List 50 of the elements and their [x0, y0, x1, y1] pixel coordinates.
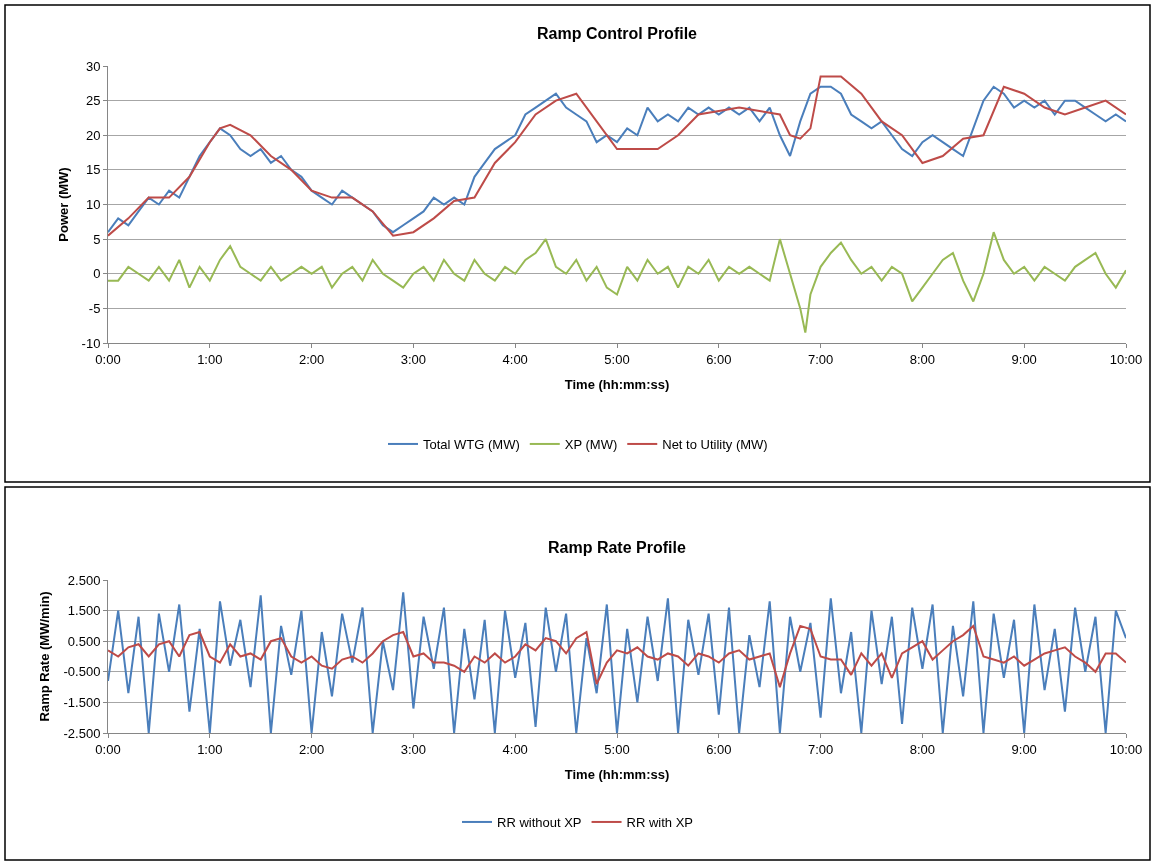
y-tick-label: 5 — [93, 231, 101, 247]
x-tick-label: 0:00 — [95, 351, 121, 367]
x-tick-label: 1:00 — [197, 741, 223, 757]
x-tick-label: 6:00 — [706, 741, 732, 757]
y-tick-label: -0.500 — [63, 664, 101, 680]
legend-label: XP (MW) — [564, 437, 618, 453]
y-tick-label: -5 — [88, 300, 101, 316]
y-tick-label: 25 — [85, 93, 101, 109]
x-tick-label: 2:00 — [298, 741, 325, 757]
y-tick-label: 1.500 — [67, 603, 101, 619]
line-series — [108, 624, 1126, 689]
x-tick-label: 9:00 — [1011, 741, 1037, 757]
legend-label: RR with XP — [626, 815, 694, 831]
y-tick-label: 0 — [93, 266, 101, 282]
y-tick-label: 10 — [85, 197, 101, 213]
y-axis-title: Ramp Rate (MW/min) — [37, 591, 53, 722]
x-tick-label: 5:00 — [604, 351, 630, 367]
x-tick-label: 7:00 — [807, 741, 834, 757]
x-tick-label: 3:00 — [400, 741, 427, 757]
y-tick-label: -2.500 — [63, 725, 101, 741]
y-tick-label: -1.500 — [63, 694, 101, 710]
x-tick-label: 0:00 — [95, 741, 121, 757]
x-tick-label: 4:00 — [502, 741, 528, 757]
x-tick-label: 1:00 — [197, 351, 223, 367]
x-tick-label: 10:00 — [1109, 351, 1143, 367]
chart-title: Ramp Control Profile — [537, 25, 698, 42]
chart-title: Ramp Rate Profile — [548, 539, 686, 556]
y-tick-label: 2.500 — [67, 572, 101, 588]
legend-label: Total WTG (MW) — [423, 437, 520, 453]
y-tick-label: 0.500 — [67, 633, 101, 649]
x-axis-title: Time (hh:mm:ss) — [564, 377, 670, 393]
legend-label: RR without XP — [497, 815, 582, 831]
x-axis-title: Time (hh:mm:ss) — [564, 767, 670, 783]
line-series — [108, 231, 1126, 334]
y-tick-label: 15 — [85, 162, 101, 178]
x-tick-label: 2:00 — [298, 351, 325, 367]
y-tick-label: 20 — [85, 127, 101, 143]
x-tick-label: 8:00 — [909, 351, 936, 367]
legend-label: Net to Utility (MW) — [662, 437, 768, 453]
x-tick-label: 4:00 — [502, 351, 528, 367]
y-axis-title: Power (MW) — [55, 167, 71, 242]
y-tick-label: -10 — [81, 335, 101, 351]
x-tick-label: 6:00 — [706, 351, 732, 367]
x-tick-label: 9:00 — [1011, 351, 1037, 367]
y-tick-label: 30 — [85, 58, 101, 74]
x-tick-label: 10:00 — [1109, 741, 1143, 757]
x-tick-label: 8:00 — [909, 741, 936, 757]
x-tick-label: 3:00 — [400, 351, 427, 367]
x-tick-label: 7:00 — [807, 351, 834, 367]
x-tick-label: 5:00 — [604, 741, 630, 757]
